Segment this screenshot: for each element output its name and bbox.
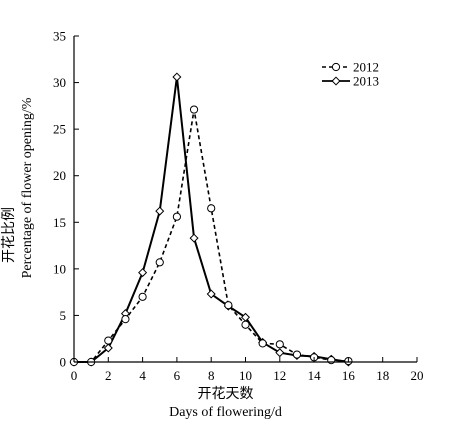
x-axis-title: Days of flowering/d: [169, 405, 282, 420]
legend-marker-2013: [331, 76, 341, 86]
legend-marker-2012: [331, 62, 341, 72]
data-point-2012: [155, 258, 164, 267]
data-point-2012: [224, 301, 233, 310]
y-tick-label: 30: [53, 75, 66, 90]
legend-label-2013: 2013: [353, 74, 379, 89]
x-tick-label: 14: [308, 368, 322, 383]
series-markers: [69, 72, 353, 367]
x-axis-title-chinese: 开花天数: [198, 386, 254, 402]
y-axis-title: Percentage of flower opening/%: [20, 97, 35, 278]
data-point-2013: [138, 268, 148, 278]
data-point-2013: [155, 206, 165, 216]
series-line-2013: [74, 76, 349, 363]
y-tick-label: 5: [60, 308, 67, 323]
x-tick-label: 0: [71, 368, 78, 383]
x-tick-label: 10: [239, 368, 252, 383]
x-tick-label: 4: [139, 368, 146, 383]
y-axis-title-chinese: 开花比例: [1, 207, 17, 263]
x-tick-label: 12: [273, 368, 286, 383]
data-point-2013: [206, 289, 216, 299]
y-tick-label: 35: [53, 29, 66, 44]
axes: 0 2 4 6 8 10 12 14 16 18 20 0 5 10 15 20 25 30 35: [53, 29, 424, 384]
data-point-2012: [275, 340, 284, 349]
data-point-2012: [207, 204, 216, 213]
data-point-2012: [172, 212, 181, 221]
data-point-2012: [138, 292, 147, 301]
y-tick-label: 10: [53, 261, 66, 276]
data-point-2013: [189, 233, 199, 243]
x-tick-label: 20: [411, 368, 424, 383]
y-tick-label: 20: [53, 168, 66, 183]
data-point-2012: [104, 336, 113, 345]
y-tick-label: 0: [60, 355, 67, 370]
data-point-2013: [103, 343, 113, 353]
axis-titles: 开花天数 Days of flowering/d 开花比例 Percentage…: [1, 97, 282, 420]
data-point-2012: [121, 315, 130, 324]
x-tick-label: 6: [174, 368, 181, 383]
data-point-2013: [275, 348, 285, 358]
y-tick-label: 15: [53, 215, 66, 230]
data-point-2012: [258, 339, 267, 348]
data-point-2013: [172, 72, 182, 82]
x-tick-label: 18: [376, 368, 389, 383]
series-lines: [74, 76, 349, 363]
data-point-2012: [292, 350, 302, 359]
x-tick-label: 8: [208, 368, 215, 383]
data-point-2012: [241, 320, 250, 329]
legend-label-2012: 2012: [353, 60, 379, 75]
x-tick-label: 2: [105, 368, 112, 383]
data-point-2012: [189, 105, 199, 114]
data-point-2012: [327, 356, 336, 365]
y-tick-label: 25: [53, 122, 66, 137]
x-tick-label: 16: [342, 368, 356, 383]
series-line-2012: [74, 109, 349, 363]
